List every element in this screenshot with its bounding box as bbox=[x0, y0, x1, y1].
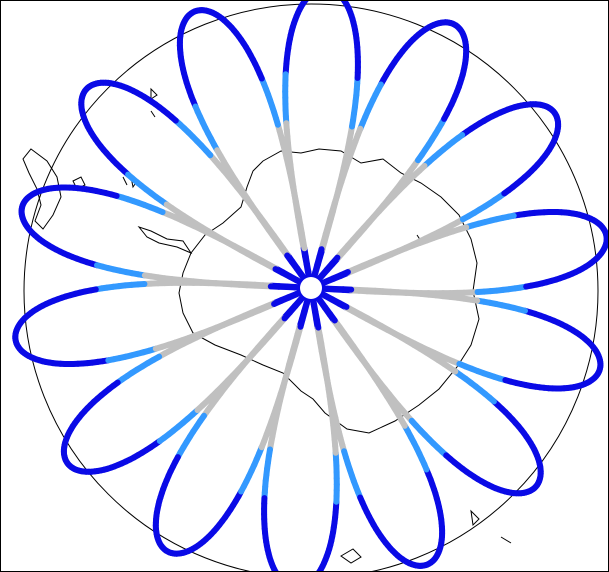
antarctica-coastline bbox=[178, 148, 480, 434]
satellite-ground-tracks bbox=[12, 1, 608, 571]
south-america-coastline bbox=[22, 148, 62, 230]
sub-antarctic-islands bbox=[122, 87, 512, 564]
globe-outline bbox=[23, 3, 599, 571]
antarctic-peninsula bbox=[137, 225, 193, 255]
south-pole-marker bbox=[300, 277, 322, 299]
